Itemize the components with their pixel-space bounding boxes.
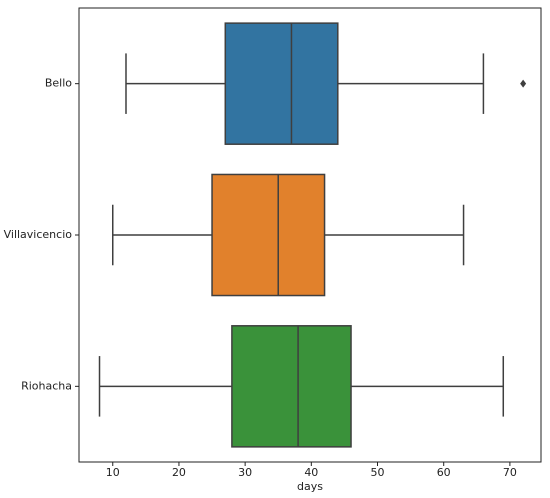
plot-frame [78, 7, 542, 463]
x-tick-label: 60 [437, 466, 451, 479]
box [231, 325, 352, 448]
x-tick-label: 10 [106, 466, 120, 479]
y-tick-label: Riohacha [21, 379, 72, 392]
x-axis-label: days [297, 480, 323, 493]
x-tick-label: 40 [304, 466, 318, 479]
box [211, 173, 326, 297]
x-tick-label: 50 [371, 466, 385, 479]
x-tick-label: 70 [503, 466, 517, 479]
x-tick-label: 20 [172, 466, 186, 479]
box [224, 22, 339, 145]
outlier [520, 79, 527, 88]
x-tick-label: 30 [238, 466, 252, 479]
y-tick-label: Villavicencio [4, 228, 73, 241]
y-tick-label: Bello [45, 77, 72, 90]
